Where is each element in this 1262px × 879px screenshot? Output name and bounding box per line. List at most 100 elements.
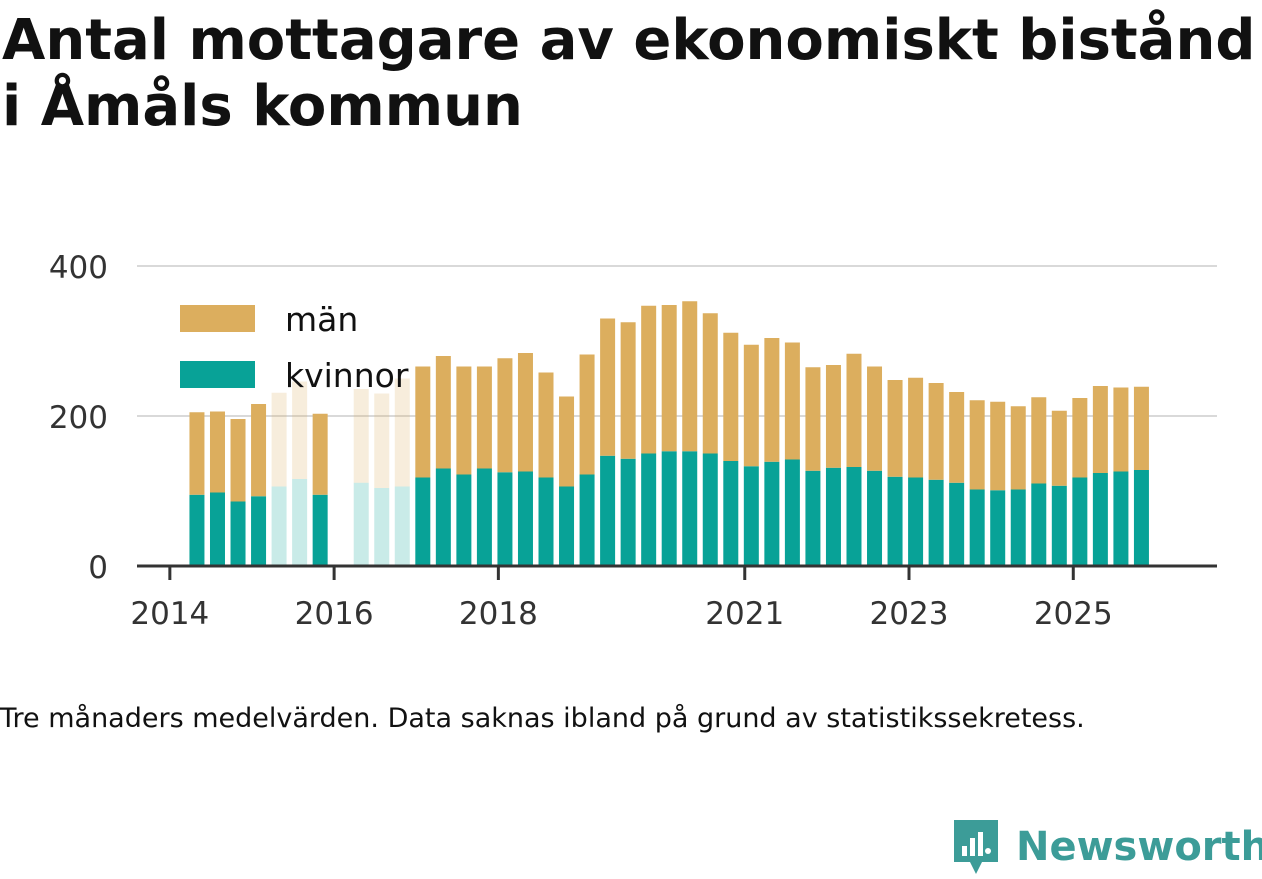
bar-kvinnor-41 [1051,485,1067,566]
bars [189,301,1149,566]
bar-kvinnor-34 [908,477,924,566]
bar-man-38 [990,401,1006,491]
bar-kvinnor-21 [641,453,657,566]
bar-man-45 [1133,386,1149,470]
bar-kvinnor-29 [805,470,821,566]
x-tick-label-2018: 2018 [459,596,538,632]
bar-man-11 [435,356,451,469]
legend-label-man: män [285,300,358,339]
bar-man-8 [374,393,390,488]
y-tick-label-200: 200 [49,400,108,436]
bar-kvinnor-12 [456,474,472,566]
bar-kvinnor-36 [949,482,965,566]
bar-man-27 [764,338,780,462]
bar-kvinnor-32 [867,470,883,566]
bar-kvinnor-11 [435,468,451,566]
legend-label-kvinnor: kvinnor [285,356,409,395]
bar-kvinnor-3 [251,496,267,566]
bar-kvinnor-20 [620,458,636,566]
bar-man-37 [969,400,985,490]
bar-kvinnor-37 [969,489,985,566]
bar-man-23 [682,301,698,452]
bar-man-5 [292,381,308,479]
x-tick-label-2025: 2025 [1034,596,1113,632]
legend-swatch-man [180,305,255,332]
bar-kvinnor-38 [990,490,1006,566]
bar-kvinnor-2 [230,501,246,566]
brand-logo: Newsworthy [950,818,1262,876]
bar-man-32 [867,366,883,471]
bar-man-44 [1113,387,1129,472]
bar-man-28 [784,342,800,460]
bar-kvinnor-30 [825,467,841,566]
bar-man-14 [497,358,513,473]
bar-man-39 [1010,406,1026,490]
bar-man-42 [1072,398,1088,478]
bar-man-10 [415,366,431,478]
bar-kvinnor-45 [1133,470,1149,566]
bar-kvinnor-14 [497,472,513,566]
bar-man-35 [928,383,944,480]
bar-man-0 [189,412,205,495]
bar-man-41 [1051,410,1067,486]
x-tick-label-2016: 2016 [295,596,374,632]
bar-man-15 [517,353,533,472]
bar-man-29 [805,367,821,471]
bar-man-16 [538,372,554,478]
bar-man-26 [743,344,759,467]
bar-man-7 [353,389,369,483]
bar-kvinnor-27 [764,461,780,566]
bar-kvinnor-16 [538,477,554,566]
chart-title: Antal mottagare av ekonomiskt bistånd i … [2,8,1256,139]
bar-man-6 [312,413,328,495]
y-tick-label-400: 400 [49,250,108,286]
bar-kvinnor-25 [723,461,739,566]
bar-kvinnor-22 [661,451,677,566]
x-tick-label-2014: 2014 [130,596,209,632]
brand-name: Newsworthy [1016,824,1262,870]
bar-kvinnor-23 [682,451,698,566]
bar-man-4 [271,392,287,487]
bar-kvinnor-9 [394,486,410,566]
bar-kvinnor-24 [702,453,718,566]
chart-note: Tre månaders medelvärden. Data saknas ib… [0,703,1085,734]
bar-kvinnor-19 [600,455,616,566]
bar-man-30 [825,365,841,468]
bar-kvinnor-4 [271,486,287,566]
bar-man-25 [723,332,739,461]
bar-kvinnor-43 [1092,473,1108,566]
bar-kvinnor-5 [292,479,308,566]
bar-man-36 [949,392,965,483]
bar-man-1 [209,411,225,493]
bar-kvinnor-39 [1010,489,1026,566]
bar-man-33 [887,380,903,477]
bar-man-31 [846,353,862,467]
bar-man-9 [394,378,410,487]
legend-swatch-kvinnor [180,361,255,388]
bar-man-12 [456,366,472,475]
bar-kvinnor-18 [579,474,595,566]
bar-man-34 [908,377,924,478]
bar-man-22 [661,305,677,452]
bar-kvinnor-40 [1031,483,1047,566]
bar-man-20 [620,322,636,459]
x-tick-label-2021: 2021 [705,596,784,632]
bar-man-2 [230,419,246,502]
stacked-bar-chart: 0 200 400 2014 2016 2018 2021 2023 2025 män kvinn… [49,250,1217,632]
bar-man-21 [641,305,657,454]
bar-kvinnor-33 [887,476,903,566]
y-tick-label-0: 0 [88,550,108,586]
bar-man-19 [600,318,616,456]
axes: 0 200 400 2014 2016 2018 2021 2023 2025 [49,250,1217,632]
bar-kvinnor-26 [743,466,759,566]
bar-kvinnor-28 [784,459,800,566]
bar-kvinnor-10 [415,477,431,566]
legend: män kvinnor [180,300,409,395]
bar-kvinnor-42 [1072,477,1088,566]
bar-kvinnor-6 [312,494,328,566]
bar-man-3 [251,404,267,497]
bar-kvinnor-7 [353,482,369,566]
bar-kvinnor-13 [476,468,492,566]
bar-kvinnor-0 [189,494,205,566]
bar-man-17 [559,396,575,487]
